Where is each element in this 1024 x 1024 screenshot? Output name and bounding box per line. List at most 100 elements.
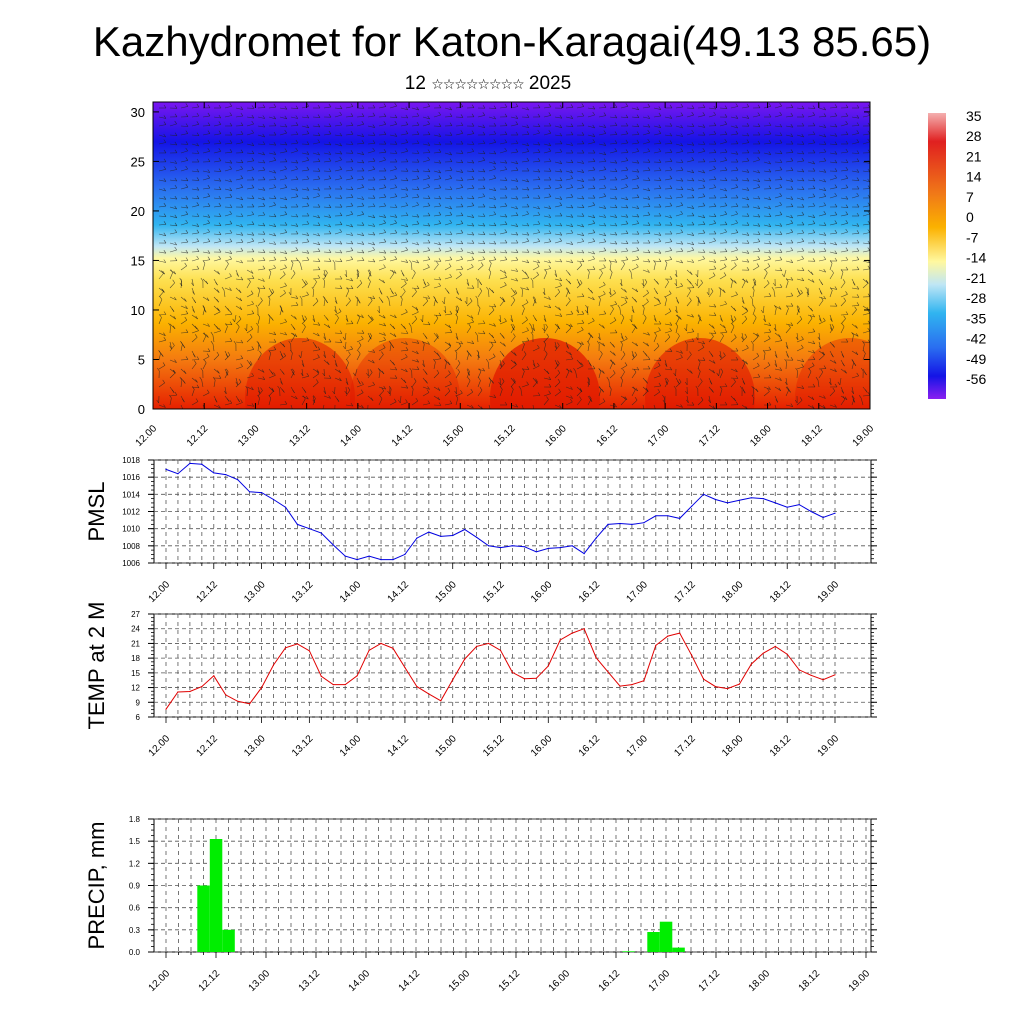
wind-barb bbox=[719, 134, 728, 136]
wind-barb bbox=[334, 152, 342, 155]
wind-barb bbox=[455, 232, 463, 235]
wind-barb-flag bbox=[218, 327, 221, 332]
wind-barb bbox=[587, 142, 595, 145]
wind-barb bbox=[290, 224, 298, 227]
wind-barb-flag bbox=[460, 390, 463, 394]
wind-barb-flag bbox=[845, 112, 849, 117]
wind-barb bbox=[521, 308, 525, 316]
wind-barb-flag bbox=[171, 389, 175, 393]
wind-barb bbox=[730, 265, 737, 271]
wind-barb-flag bbox=[559, 232, 563, 236]
wind-barb-flag bbox=[361, 222, 365, 226]
wind-barb-flag bbox=[414, 288, 417, 292]
wind-barb bbox=[367, 359, 375, 364]
wind-barb bbox=[400, 224, 408, 228]
wind-barb-flag bbox=[383, 131, 387, 135]
wind-barb bbox=[334, 124, 342, 127]
wind-barb-flag bbox=[646, 289, 649, 294]
wind-barb-flag bbox=[544, 269, 548, 273]
wind-barb-flag bbox=[840, 269, 844, 273]
wind-barb bbox=[675, 232, 683, 235]
wind-barb bbox=[345, 169, 353, 172]
wind-barb-flag bbox=[779, 166, 783, 170]
wind-barb bbox=[191, 124, 199, 127]
wind-barb-flag bbox=[779, 211, 783, 215]
wind-barb-flag bbox=[767, 263, 771, 267]
wind-barb bbox=[829, 263, 833, 271]
wind-barb-flag bbox=[611, 305, 614, 310]
wind-barb-flag bbox=[292, 368, 295, 372]
wind-barb bbox=[554, 125, 562, 128]
wind-barb-flag bbox=[558, 388, 561, 392]
wind-barb-flag bbox=[262, 151, 265, 156]
wind-barb-flag bbox=[196, 158, 200, 163]
wind-barb bbox=[763, 206, 771, 210]
wind-barb-flag bbox=[730, 278, 733, 282]
wind-barb bbox=[345, 125, 354, 127]
wind-barb-flag bbox=[163, 158, 167, 162]
wind-barb bbox=[499, 269, 507, 274]
wind-barb-flag bbox=[636, 131, 640, 135]
wind-barb-flag bbox=[383, 385, 386, 390]
wind-barb-flag bbox=[559, 140, 563, 144]
wind-barb bbox=[818, 404, 826, 409]
wind-barb-flag bbox=[163, 115, 167, 119]
wind-barb bbox=[565, 350, 572, 356]
wind-barb-flag bbox=[493, 256, 497, 260]
wind-barb bbox=[752, 197, 760, 200]
wind-barb-flag bbox=[256, 322, 259, 327]
wind-barb bbox=[235, 187, 243, 190]
wind-barb bbox=[323, 125, 332, 127]
wind-barb bbox=[422, 186, 430, 190]
wind-barb bbox=[455, 268, 463, 271]
wind-barb-flag bbox=[735, 375, 739, 379]
y-tick-label: 27 bbox=[131, 610, 140, 619]
wind-barb bbox=[697, 341, 705, 345]
x-tick-label: 19.00 bbox=[851, 423, 877, 449]
wind-barb-flag bbox=[435, 299, 438, 304]
wind-barb-flag bbox=[856, 185, 860, 190]
wind-barb bbox=[191, 337, 198, 343]
wind-barbs bbox=[156, 102, 870, 409]
wind-barb-flag bbox=[449, 186, 453, 190]
wind-barb-flag bbox=[405, 193, 409, 197]
wind-barb-flag bbox=[391, 270, 395, 274]
wind-barb bbox=[576, 224, 584, 228]
wind-barb-flag bbox=[339, 228, 342, 233]
wind-barb-flag bbox=[713, 111, 716, 116]
wind-barb-flag bbox=[239, 297, 243, 302]
wind-barb-flag bbox=[622, 260, 625, 265]
wind-barb bbox=[642, 233, 651, 235]
wind-barb bbox=[180, 344, 183, 352]
wind-barb-flag bbox=[416, 285, 420, 289]
wind-barb bbox=[323, 160, 331, 163]
wind-barb bbox=[279, 187, 287, 190]
wind-barb-flag bbox=[845, 311, 849, 315]
wind-barb bbox=[840, 231, 848, 235]
wind-barb bbox=[257, 386, 261, 394]
wind-barb bbox=[752, 206, 760, 209]
wind-barb bbox=[609, 206, 618, 209]
wind-barb-flag bbox=[658, 167, 662, 171]
wind-barb-flag bbox=[471, 318, 474, 323]
wind-barb bbox=[631, 142, 639, 145]
wind-barb-flag bbox=[380, 299, 384, 303]
wind-barb bbox=[741, 260, 749, 263]
wind-barb bbox=[763, 349, 771, 352]
wind-barb-flag bbox=[458, 342, 462, 347]
wind-barb-flag bbox=[185, 103, 189, 107]
wind-barb-flag bbox=[416, 359, 419, 363]
wind-barb bbox=[477, 323, 486, 325]
wind-barb-flag bbox=[271, 288, 275, 293]
wind-barb bbox=[246, 240, 254, 244]
wind-barb-flag bbox=[768, 122, 772, 126]
wind-barb bbox=[444, 233, 453, 235]
wind-barb-flag bbox=[229, 321, 233, 325]
wind-barb-flag bbox=[328, 214, 332, 218]
wind-barb bbox=[851, 305, 860, 307]
wind-barb-flag bbox=[485, 358, 489, 363]
wind-barb bbox=[444, 266, 452, 271]
wind-barb bbox=[521, 319, 528, 325]
wind-barb bbox=[521, 344, 525, 352]
wind-barb-flag bbox=[669, 123, 673, 127]
